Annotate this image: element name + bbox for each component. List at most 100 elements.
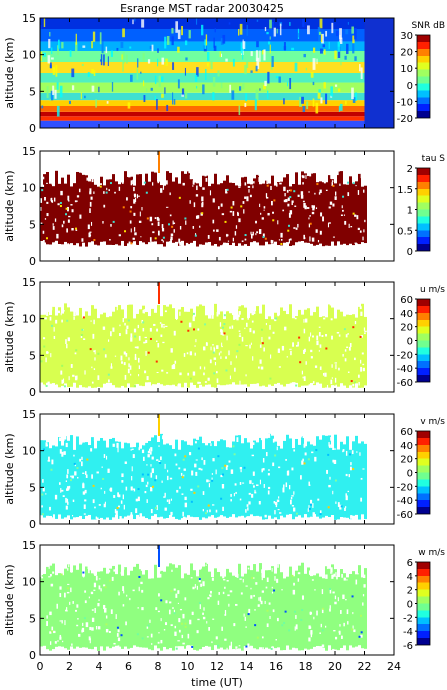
data-gap — [179, 241, 182, 246]
data-gap — [323, 305, 326, 310]
data-gap — [75, 229, 78, 231]
data-gap — [280, 232, 283, 238]
data-column — [148, 316, 151, 383]
snr-streak — [202, 84, 205, 95]
data-gap — [323, 317, 326, 320]
data-gap — [83, 573, 85, 578]
data-column — [307, 567, 310, 650]
data-gap — [60, 370, 63, 375]
data-gap — [184, 568, 187, 571]
data-gap — [67, 337, 70, 342]
data-gap — [266, 179, 268, 185]
data-gap — [134, 346, 137, 349]
data-column — [103, 312, 106, 384]
data-gap — [155, 340, 158, 342]
data-column — [94, 184, 97, 245]
data-column — [235, 576, 238, 650]
data-gap — [64, 592, 66, 598]
data-gap — [189, 175, 192, 180]
colorbar-tick-label: 1.5 — [397, 185, 413, 196]
data-gap — [339, 183, 341, 186]
snr-streak — [347, 21, 349, 25]
data-gap — [284, 193, 286, 197]
data-column — [331, 564, 334, 651]
data-column — [247, 565, 250, 647]
data-gap — [79, 458, 82, 462]
snr-streak — [306, 101, 309, 110]
data-gap — [344, 220, 347, 225]
data-gap — [252, 442, 255, 446]
data-gap — [150, 487, 153, 492]
data-gap — [75, 311, 78, 313]
data-gap — [291, 467, 294, 471]
data-gap — [192, 371, 196, 376]
data-gap — [40, 222, 43, 225]
data-gap — [307, 508, 309, 512]
data-gap — [308, 223, 311, 228]
data-gap — [176, 318, 178, 320]
data-column — [193, 570, 196, 650]
data-column — [154, 435, 157, 515]
data-gap — [87, 224, 90, 230]
data-speckle — [82, 316, 85, 319]
data-gap — [47, 562, 49, 565]
snr-streak — [339, 28, 342, 40]
data-gap — [132, 454, 135, 459]
data-gap — [309, 172, 312, 177]
data-gap — [78, 188, 81, 193]
data-gap — [265, 452, 268, 457]
data-gap — [52, 514, 55, 519]
data-column — [214, 173, 217, 245]
data-gap — [67, 567, 69, 571]
data-column — [265, 180, 268, 242]
data-gap — [76, 200, 78, 202]
data-gap — [144, 300, 147, 303]
y-tick-label: 0 — [29, 518, 36, 531]
data-gap — [50, 353, 52, 358]
snr-streak — [80, 92, 82, 100]
data-gap — [57, 203, 60, 206]
snr-streak — [299, 96, 302, 107]
data-speckle — [309, 222, 312, 225]
data-column — [316, 573, 319, 646]
data-gap — [226, 335, 228, 341]
data-column — [67, 440, 70, 516]
data-gap — [102, 326, 106, 330]
snr-streak — [228, 22, 231, 25]
data-gap — [265, 193, 268, 198]
snr-streak — [59, 85, 63, 98]
data-gap — [204, 381, 207, 383]
snr-streak — [337, 46, 341, 58]
data-gap — [267, 486, 271, 490]
data-gap — [256, 231, 259, 234]
data-gap — [216, 300, 219, 304]
snr-streak — [205, 34, 208, 46]
data-column — [280, 181, 283, 246]
data-gap — [160, 618, 162, 622]
data-gap — [115, 614, 117, 620]
data-gap — [229, 590, 233, 593]
data-gap — [217, 600, 220, 605]
data-column — [220, 576, 223, 648]
data-column — [184, 573, 187, 649]
data-gap — [56, 563, 58, 568]
data-gap — [141, 449, 145, 454]
data-gap — [285, 458, 287, 461]
snr-streak — [177, 79, 180, 89]
data-gap — [194, 352, 196, 356]
data-gap — [99, 183, 103, 185]
data-gap — [300, 195, 304, 199]
data-gap — [322, 648, 325, 650]
data-gap — [74, 352, 77, 355]
data-column — [115, 574, 118, 646]
data-column — [208, 318, 211, 385]
data-gap — [252, 577, 255, 579]
data-gap — [332, 302, 334, 307]
data-speckle — [184, 625, 187, 628]
data-gap — [71, 514, 74, 517]
snr-streak — [173, 99, 176, 105]
data-gap — [130, 486, 133, 491]
data-gap — [83, 338, 86, 341]
data-gap — [186, 645, 188, 650]
